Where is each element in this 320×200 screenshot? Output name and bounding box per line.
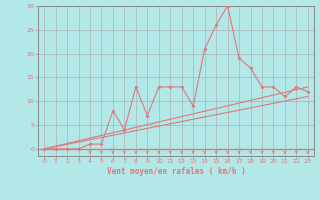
Point <box>202 47 207 50</box>
Point <box>213 23 219 27</box>
Point <box>122 128 127 131</box>
Point <box>191 104 196 108</box>
Point <box>168 85 173 89</box>
X-axis label: Vent moyen/en rafales ( km/h ): Vent moyen/en rafales ( km/h ) <box>107 167 245 176</box>
Point <box>282 95 287 98</box>
Point <box>271 85 276 89</box>
Point <box>42 147 47 150</box>
Point <box>53 147 58 150</box>
Point <box>133 85 139 89</box>
Point <box>305 90 310 93</box>
Point <box>76 147 81 150</box>
Point <box>156 85 161 89</box>
Point <box>145 114 150 117</box>
Point <box>87 142 92 146</box>
Point <box>110 109 116 112</box>
Point <box>99 142 104 146</box>
Point <box>236 57 242 60</box>
Point <box>294 85 299 89</box>
Point <box>179 85 184 89</box>
Point <box>260 85 265 89</box>
Point <box>65 147 70 150</box>
Point <box>248 66 253 70</box>
Point <box>225 4 230 8</box>
